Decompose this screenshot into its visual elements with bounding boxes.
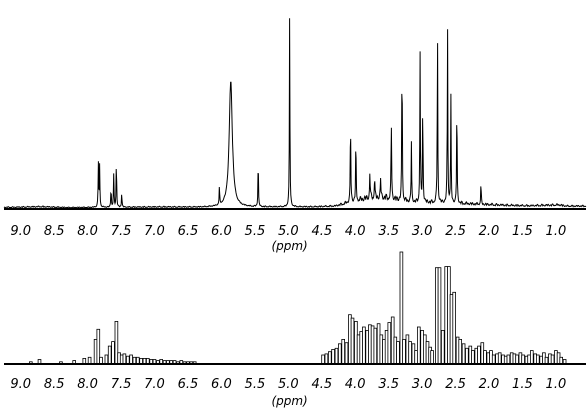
bin-bar	[111, 341, 115, 365]
x-tick-label: 2.5	[445, 377, 466, 392]
x-tick-label: 1.5	[512, 224, 533, 239]
bin-bar	[544, 356, 549, 365]
bin-bar	[458, 338, 462, 365]
bin-bar	[107, 345, 112, 365]
bin-bar	[491, 354, 496, 365]
bin-bar	[550, 354, 555, 365]
x-tick-label: 6.0	[211, 377, 232, 392]
x-tick-label: 7.5	[111, 224, 132, 239]
x-tick-label: 3.5	[378, 377, 399, 392]
bin-bar	[122, 353, 127, 365]
bin-bar	[87, 356, 92, 365]
bin-bar	[362, 326, 366, 365]
x-tick-label: 1.0	[546, 224, 567, 239]
x-tick-label: 6.5	[178, 224, 199, 239]
x-tick-label: 3.0	[412, 224, 433, 239]
x-tick-label: 4.5	[311, 377, 332, 392]
x-tick-label: 2.0	[479, 377, 500, 392]
bin-bar	[477, 345, 481, 365]
x-tick-label: 4.0	[345, 224, 366, 239]
spectrum-trace	[3, 18, 587, 209]
bin-bar	[440, 329, 445, 365]
bin-bar	[416, 326, 421, 365]
x-tick-label: 4.5	[311, 224, 332, 239]
bin-bar	[465, 347, 469, 365]
bin-bar	[506, 354, 511, 365]
x-tick-label: 5.5	[245, 224, 266, 239]
bin-bar	[536, 354, 540, 365]
x-axis-title: (ppm)	[271, 394, 307, 408]
bin-bar	[350, 317, 355, 365]
bin-bar	[327, 351, 332, 365]
bin-bar	[387, 322, 392, 365]
bin-bar	[483, 350, 487, 365]
x-tick-label: 5.5	[245, 377, 266, 392]
x-tick-label: 8.5	[44, 377, 65, 392]
x-tick-label: 2.5	[445, 224, 466, 239]
bin-bar	[132, 356, 137, 365]
x-tick-label: 9.0	[10, 224, 31, 239]
x-axis-ticks: 9.0 8.5 8.0 7.5 7.0 6.5 6.0 5.5 5.0 4.5 4.0 3.5 3.0 2…	[10, 377, 566, 392]
bin-bar	[396, 341, 400, 365]
x-tick-label: 9.0	[10, 377, 31, 392]
bin-bar	[402, 338, 406, 365]
bin-bar	[471, 350, 475, 365]
x-tick-label: 5.0	[278, 224, 299, 239]
x-tick-label: 1.5	[512, 377, 533, 392]
bin-bar	[452, 291, 456, 365]
bin-bar	[341, 338, 345, 365]
x-tick-label: 3.5	[378, 224, 399, 239]
bin-bar	[521, 354, 525, 365]
bin-bar	[334, 347, 339, 365]
bin-bar	[437, 267, 442, 365]
bin-bar	[430, 350, 434, 365]
bins	[28, 251, 567, 365]
bin-bar	[104, 354, 109, 365]
bin-bar	[461, 343, 466, 365]
x-axis-ticks: 9.0 8.5 8.0 7.5 7.0 6.5 6.0 5.5 5.0 4.5 4.0 3.5 3.0 2…	[10, 224, 566, 239]
x-axis-title: (ppm)	[271, 239, 307, 253]
bin-bar	[99, 356, 103, 365]
x-tick-label: 2.0	[479, 224, 500, 239]
x-tick-label: 7.0	[144, 224, 165, 239]
x-tick-label: 3.0	[412, 377, 433, 392]
bin-bar	[337, 343, 342, 365]
x-tick-label: 6.5	[178, 377, 199, 392]
bin-bar	[559, 356, 563, 365]
spectrum-chart: 9.0 8.5 8.0 7.5 7.0 6.5 6.0 5.5 5.0 4.5 4.0 3.5 3.0 2…	[3, 18, 587, 253]
x-tick-label: 8.0	[77, 224, 98, 239]
bin-bar	[321, 354, 325, 365]
bin-bar	[497, 352, 502, 365]
bin-bar	[530, 350, 534, 365]
x-tick-label: 7.0	[144, 377, 165, 392]
bin-bar	[129, 354, 133, 365]
x-tick-label: 6.0	[211, 224, 232, 239]
x-tick-label: 7.5	[111, 377, 132, 392]
x-tick-label: 8.5	[44, 224, 65, 239]
bin-bar	[331, 348, 335, 365]
bin-bar	[135, 356, 140, 365]
x-tick-label: 5.0	[278, 377, 299, 392]
bin-bar	[408, 341, 412, 365]
bin-bar	[126, 355, 130, 365]
binned-spectrum-chart: 9.0 8.5 8.0 7.5 7.0 6.5 6.0 5.5 5.0 4.5 4.0 3.5 3.0 2…	[4, 251, 586, 408]
bin-bar	[373, 327, 378, 365]
x-tick-label: 1.0	[546, 377, 567, 392]
x-tick-label: 4.0	[345, 377, 366, 392]
bin-bar	[515, 354, 519, 365]
bin-bar	[344, 342, 349, 365]
x-tick-label: 8.0	[77, 377, 98, 392]
bin-bar	[324, 353, 329, 365]
